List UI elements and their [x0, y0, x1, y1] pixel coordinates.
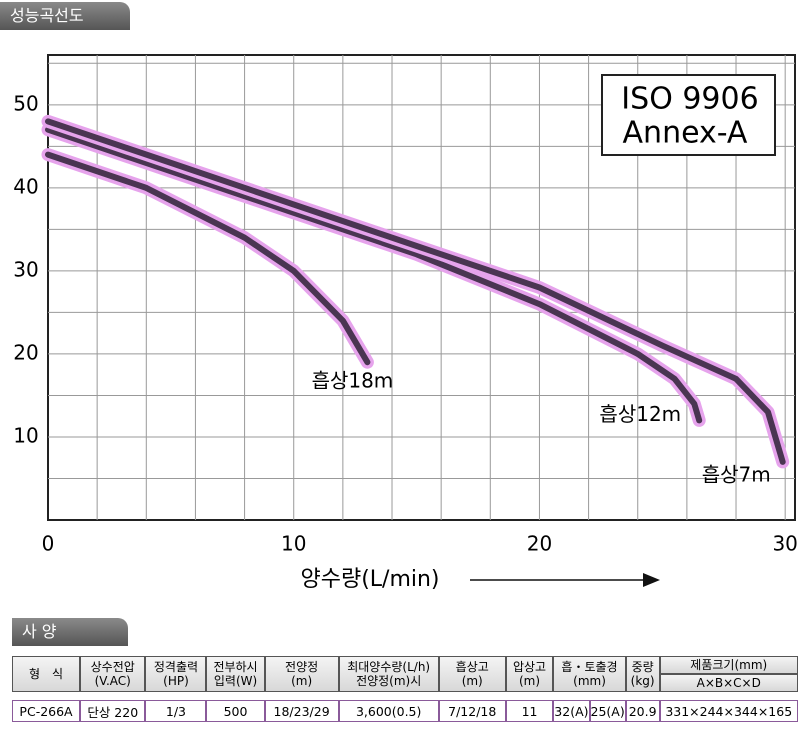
cell: 500 [206, 700, 265, 722]
header-cell: 흡・토출경 (mm) [553, 656, 626, 692]
cell: 25(A) [589, 700, 626, 722]
header-cell: A×B×C×D [659, 674, 798, 692]
series-label: 흡상18m [312, 369, 394, 393]
cell: 32(A) [553, 700, 590, 722]
cell: 1/3 [145, 700, 207, 722]
cell: 331×244×344×165 [659, 700, 798, 722]
x-tick-label: 10 [281, 532, 306, 556]
x-axis-label: 양수량(L/min) [300, 567, 439, 592]
header-cell: 전양정 (m) [264, 656, 339, 692]
header-cell: 제품크기(mm) [659, 656, 798, 674]
iso-text: Annex-A [623, 116, 748, 151]
header-cell: 상수전압 (V.AC) [80, 656, 146, 692]
header-cell: 전부하시 입력(W) [206, 656, 265, 692]
x-tick-label: 20 [527, 532, 552, 556]
header-row: 형 식 상수전압 (V.AC) 정격출력 (HP) 전부하시 입력(W) 전양정 (m)… [12, 656, 798, 692]
cell: 11 [505, 700, 554, 722]
series-label: 흡상7m [702, 462, 771, 486]
spec-tab: 사 양 [12, 618, 128, 646]
header-cell: 흡상고 (m) [438, 656, 506, 692]
y-tick-label: 40 [13, 174, 38, 198]
x-tick-label: 30 [772, 532, 797, 556]
cell: PC-266A [12, 700, 81, 722]
y-tick-label: 20 [13, 340, 38, 364]
chart: ISO 9906 Annex-A 양수량(L/min) 0 10 20 30 10 20 3… [13, 54, 798, 592]
cell: 7/12/18 [438, 700, 506, 722]
curve [45, 126, 703, 424]
y-tick-label: 50 [13, 91, 38, 115]
header-cell: 압상고 (m) [505, 656, 554, 692]
spec-table: 형 식 상수전압 (V.AC) 정격출력 (HP) 전부하시 입력(W) 전양정 (m)… [12, 656, 798, 722]
header-cell: 형 식 [12, 656, 81, 692]
series-label: 흡상12m [599, 402, 681, 426]
data-row: PC-266A 단상 220 1/3 500 18/23/29 3,600(0.5) 7/1… [12, 700, 798, 722]
iso-text: ISO 9906 [621, 82, 758, 117]
header-cell: 정격출력 (HP) [145, 656, 207, 692]
header-cell: 중량 (kg) [625, 656, 660, 692]
y-tick-label: 10 [13, 423, 38, 447]
x-tick-label: 0 [42, 532, 55, 556]
curve [45, 151, 371, 366]
header-cell: 최대양수량(L/h) 전양정(m)시 [338, 656, 439, 692]
y-tick-label: 30 [13, 257, 38, 281]
cell: 20.9 [625, 700, 660, 722]
cell: 18/23/29 [264, 700, 339, 722]
arrow-head [643, 573, 660, 587]
cell: 단상 220 [80, 700, 146, 722]
cell: 3,600(0.5) [338, 700, 439, 722]
curve [45, 118, 786, 465]
chart-tab: 성능곡선도 [0, 2, 130, 30]
iso-box [601, 74, 776, 156]
header-row: A×B×C×D [12, 674, 798, 692]
